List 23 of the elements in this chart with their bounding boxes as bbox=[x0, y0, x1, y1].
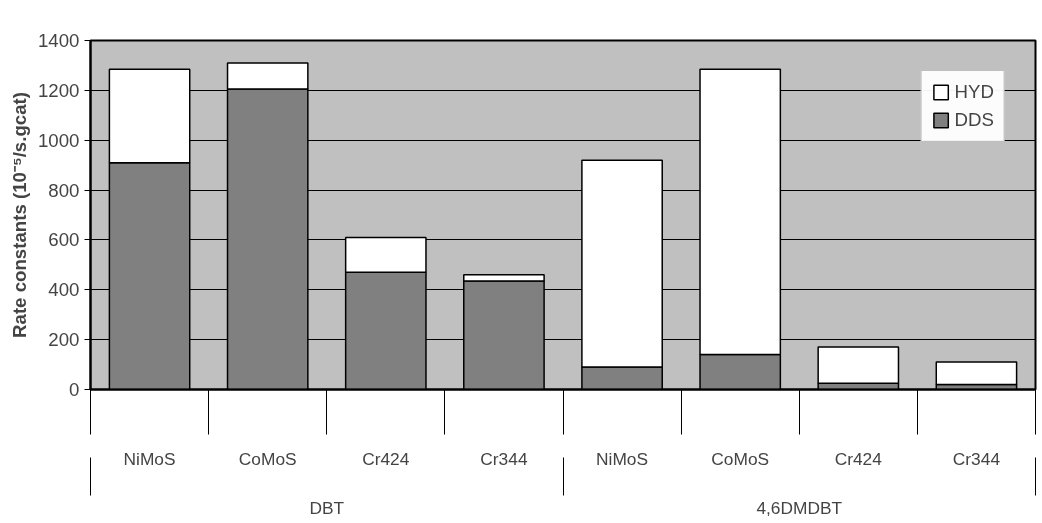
legend-label: DDS bbox=[954, 109, 994, 131]
x-tick-label: Cr344 bbox=[952, 448, 1001, 469]
bar bbox=[935, 361, 1018, 386]
y-tick-label: 800 bbox=[48, 179, 80, 201]
x-tick-label: NiMoS bbox=[123, 448, 176, 469]
x-tick-label: NiMoS bbox=[596, 448, 649, 469]
y-tick-label: 0 bbox=[69, 379, 80, 400]
y-tick-label: 400 bbox=[48, 279, 80, 301]
x-tick-label: Cr424 bbox=[834, 448, 883, 469]
y-axis-title: Rate constants (10⁻⁵/s.gcat) bbox=[9, 92, 30, 338]
x-tick-label: CoMoS bbox=[711, 448, 770, 469]
x-tick-label: Cr424 bbox=[362, 448, 410, 469]
y-tick-label: 200 bbox=[48, 329, 80, 351]
text: 4,6DMDBT bbox=[756, 497, 843, 518]
y-tick-label: 1200 bbox=[38, 79, 80, 101]
y-tick-label: 1000 bbox=[38, 129, 80, 151]
bar bbox=[817, 346, 900, 385]
y-tick-label: 600 bbox=[48, 229, 80, 251]
legend-label: HYD bbox=[954, 81, 994, 103]
text: DBT bbox=[309, 497, 345, 518]
x-tick-label: Cr344 bbox=[480, 448, 528, 469]
x-tick-label: CoMoS bbox=[238, 448, 297, 469]
y-tick-label: 1400 bbox=[38, 30, 80, 51]
